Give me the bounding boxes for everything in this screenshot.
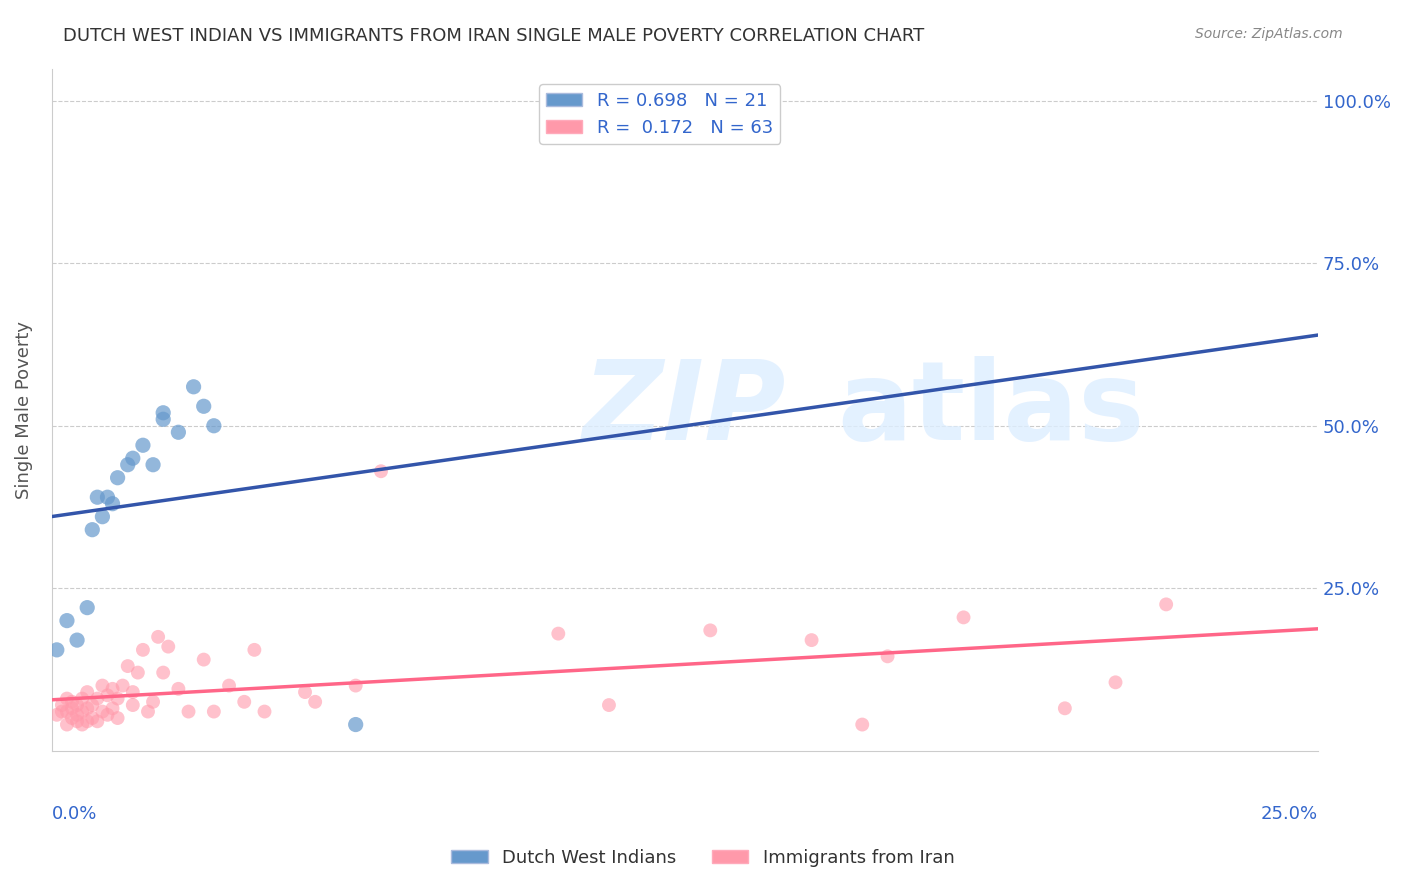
Point (146, 630, 169, 644)
Point (121, 685, 143, 699)
Point (132, 438, 155, 452)
Point (56, 691, 79, 706)
Point (70, 717, 93, 731)
Point (101, 497, 124, 511)
Point (91, 679, 114, 693)
Point (193, 399, 215, 413)
Point (101, 701, 124, 715)
Point (91, 509, 114, 524)
Text: DUTCH WEST INDIAN VS IMMIGRANTS FROM IRAN SINGLE MALE POVERTY CORRELATION CHART: DUTCH WEST INDIAN VS IMMIGRANTS FROM IRA… (63, 27, 925, 45)
Point (66, 633, 89, 648)
Point (142, 458, 165, 472)
Point (107, 471, 129, 485)
Point (101, 681, 124, 696)
Point (117, 458, 139, 472)
Point (243, 643, 266, 657)
Point (45, 643, 67, 657)
Point (177, 705, 200, 719)
Point (96, 707, 118, 722)
Point (699, 624, 721, 638)
Point (121, 451, 143, 466)
Point (132, 643, 155, 657)
Point (51, 705, 73, 719)
Point (70, 705, 93, 719)
Point (152, 665, 174, 680)
Point (142, 695, 165, 709)
Point (233, 695, 256, 709)
Point (56, 614, 79, 628)
Point (304, 695, 326, 709)
Point (45, 707, 67, 722)
Point (1053, 701, 1076, 715)
Point (952, 610, 974, 624)
Point (76, 685, 98, 699)
Point (51, 698, 73, 712)
Point (193, 652, 215, 666)
Point (598, 698, 620, 712)
Point (117, 659, 139, 673)
Point (60, 695, 83, 709)
Legend: R = 0.698   N = 21, R =  0.172   N = 63: R = 0.698 N = 21, R = 0.172 N = 63 (538, 85, 780, 144)
Point (851, 717, 873, 731)
Point (167, 425, 190, 440)
Point (121, 698, 143, 712)
Point (152, 412, 174, 426)
Point (344, 717, 367, 731)
Point (91, 705, 114, 719)
Text: Source: ZipAtlas.com: Source: ZipAtlas.com (1195, 27, 1343, 41)
Point (66, 698, 89, 712)
Point (60, 711, 83, 725)
Point (86, 714, 108, 729)
Point (218, 679, 240, 693)
Point (253, 705, 276, 719)
Point (157, 640, 180, 654)
Point (183, 380, 205, 394)
Point (1154, 598, 1177, 612)
Point (107, 711, 129, 725)
Point (86, 490, 108, 504)
Point (60, 701, 83, 715)
Text: 0.0%: 0.0% (52, 805, 97, 823)
Point (800, 633, 823, 648)
Point (82, 698, 104, 712)
Point (111, 679, 134, 693)
Point (1104, 675, 1126, 690)
Point (82, 711, 104, 725)
Point (96, 490, 118, 504)
Point (876, 649, 898, 664)
Point (107, 691, 129, 706)
Point (202, 418, 225, 433)
Text: ZIP: ZIP (583, 356, 787, 463)
Point (56, 705, 79, 719)
Point (294, 685, 316, 699)
Point (70, 691, 93, 706)
Legend: Dutch West Indians, Immigrants from Iran: Dutch West Indians, Immigrants from Iran (444, 842, 962, 874)
Point (82, 523, 104, 537)
Point (86, 691, 108, 706)
Point (76, 600, 98, 615)
Point (370, 464, 392, 478)
Text: atlas: atlas (837, 356, 1144, 463)
Point (547, 626, 569, 640)
Point (56, 717, 79, 731)
Point (96, 689, 118, 703)
Point (76, 714, 98, 729)
Text: 25.0%: 25.0% (1261, 805, 1319, 823)
Point (66, 714, 89, 729)
Point (66, 707, 89, 722)
Point (152, 406, 174, 420)
Point (127, 665, 149, 680)
Point (167, 681, 190, 696)
Point (136, 705, 159, 719)
Point (344, 679, 367, 693)
Y-axis label: Single Male Poverty: Single Male Poverty (15, 320, 32, 499)
Point (76, 701, 98, 715)
Point (202, 705, 225, 719)
